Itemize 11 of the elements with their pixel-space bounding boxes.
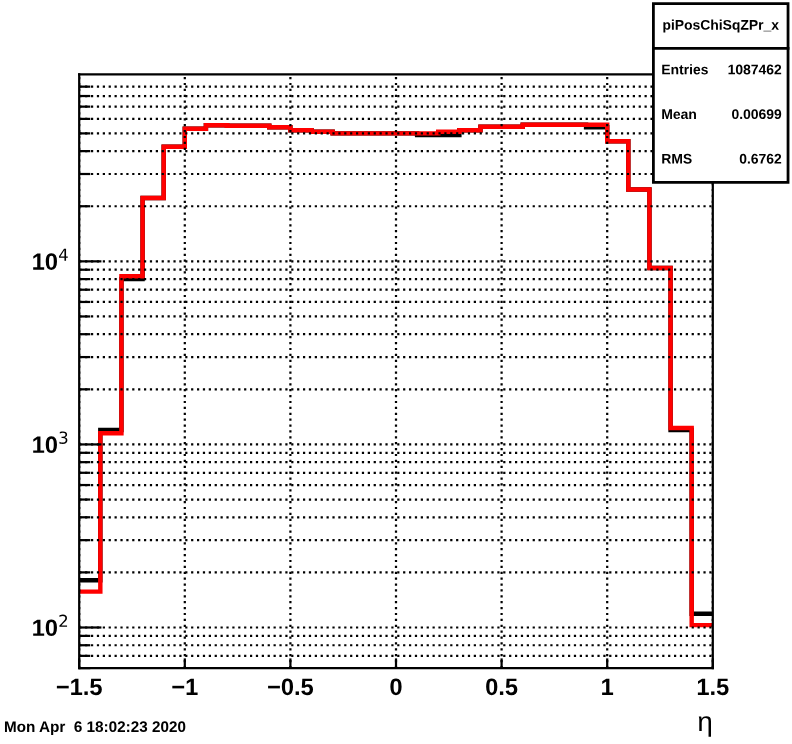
x-tick-label: −1.5 xyxy=(56,678,102,696)
y-tick-label: 10$^{4}$ xyxy=(33,248,68,270)
x-tick-label: 1.5 xyxy=(697,678,729,696)
x-tick-label: −0.5 xyxy=(268,678,314,696)
x-axis-title: η xyxy=(698,716,711,737)
y-tick-label: 10$^{3}$ xyxy=(33,431,68,454)
x-tick-label: 0.5 xyxy=(486,678,518,696)
x-tick-label: −1 xyxy=(172,678,198,695)
x-tick-label: 1 xyxy=(602,678,614,695)
y-tick-label: 10$^{2}$ xyxy=(33,614,68,637)
x-tick-label: 0 xyxy=(390,678,402,696)
